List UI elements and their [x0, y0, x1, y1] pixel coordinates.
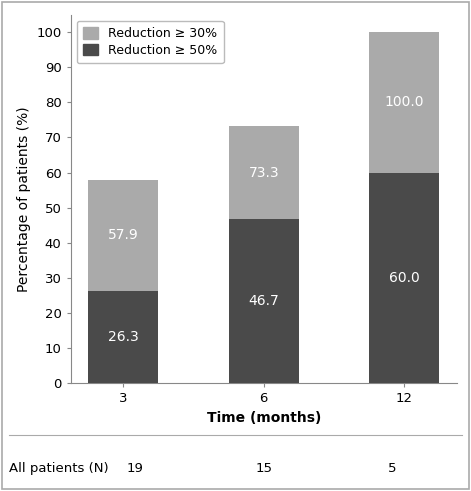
- Y-axis label: Percentage of patients (%): Percentage of patients (%): [17, 106, 31, 292]
- Bar: [88, 291, 158, 383]
- Text: 73.3: 73.3: [248, 165, 279, 180]
- Text: 26.3: 26.3: [108, 330, 138, 344]
- Text: 57.9: 57.9: [108, 228, 138, 243]
- Text: 19: 19: [127, 463, 144, 475]
- Text: 15: 15: [255, 463, 272, 475]
- Legend: Reduction ≥ 30%, Reduction ≥ 50%: Reduction ≥ 30%, Reduction ≥ 50%: [77, 21, 224, 63]
- Bar: [88, 180, 158, 291]
- Bar: [228, 219, 299, 383]
- Text: 46.7: 46.7: [248, 294, 279, 308]
- Bar: [228, 126, 299, 219]
- Text: 60.0: 60.0: [389, 271, 420, 285]
- Text: 5: 5: [388, 463, 397, 475]
- Bar: [369, 32, 439, 172]
- X-axis label: Time (months): Time (months): [207, 410, 321, 425]
- Text: 100.0: 100.0: [384, 95, 424, 109]
- Bar: [369, 172, 439, 383]
- Text: All patients (N): All patients (N): [9, 463, 109, 475]
